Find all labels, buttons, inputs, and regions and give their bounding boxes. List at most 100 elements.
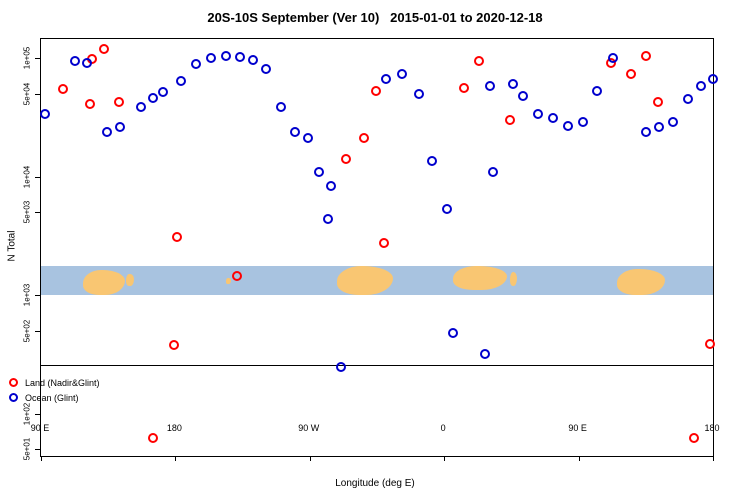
y-tick-label: 1e+02 (22, 402, 32, 425)
data-point (413, 88, 424, 99)
data-point (70, 56, 81, 67)
x-tick (578, 456, 580, 461)
data-point (303, 133, 314, 144)
x-tick-label: 180 (704, 423, 720, 433)
data-point (379, 238, 390, 249)
y-tick (35, 93, 40, 95)
y-tick-label: 1e+05 (22, 46, 32, 70)
data-point (168, 340, 179, 350)
data-point (682, 94, 693, 105)
data-point (276, 101, 287, 112)
y-axis-label: N Total (6, 230, 18, 262)
y-tick (35, 212, 40, 214)
y-tick-label: 5e+02 (22, 319, 32, 343)
land-mass (453, 266, 507, 291)
data-point (640, 51, 651, 62)
data-point (708, 73, 718, 84)
data-point (358, 133, 369, 144)
x-tick (175, 456, 177, 461)
data-point (322, 213, 333, 224)
data-point (261, 63, 272, 74)
data-point (58, 83, 69, 94)
data-point (479, 348, 490, 359)
land-mass (126, 274, 134, 287)
data-point (176, 76, 187, 87)
data-point (578, 116, 589, 127)
data-point (101, 126, 112, 137)
data-point (234, 52, 245, 63)
x-tick-label: 90 W (298, 423, 320, 433)
data-point (607, 53, 618, 64)
data-point (206, 53, 217, 64)
x-tick (713, 456, 714, 461)
y-tick-label: 5e+04 (22, 82, 32, 106)
data-point (427, 156, 438, 167)
data-point (325, 181, 336, 192)
y-tick (35, 330, 40, 332)
chart-title: 20S-10S September (Ver 10) 2015-01-01 to… (207, 10, 543, 25)
data-point (397, 69, 408, 80)
reference-line (41, 364, 713, 366)
data-point (98, 44, 109, 55)
data-point (85, 99, 96, 110)
data-point (448, 327, 459, 338)
data-point (158, 86, 169, 97)
x-tick (309, 456, 311, 461)
data-point (289, 126, 300, 137)
data-point (705, 338, 715, 349)
data-point (688, 432, 699, 443)
data-point (148, 432, 158, 443)
data-point (313, 166, 324, 177)
data-point (458, 82, 469, 93)
data-point (548, 113, 559, 124)
data-point (442, 204, 453, 215)
data-point (485, 81, 496, 92)
x-tick-label: 0 (440, 423, 446, 433)
legend-label-land: Land (Nadir&Glint) (25, 377, 100, 388)
data-point (191, 58, 202, 69)
y-tick (35, 176, 40, 178)
y-tick (35, 449, 40, 451)
data-point (340, 154, 351, 165)
x-axis-label: Longitude (deg E) (335, 478, 415, 489)
x-tick-label: 90 E (568, 423, 587, 433)
data-point (336, 361, 347, 372)
legend-item-land: Land (Nadir&Glint) (9, 375, 100, 390)
data-point (473, 56, 484, 67)
data-point (507, 79, 518, 90)
data-point (370, 85, 381, 96)
data-point (591, 85, 602, 96)
data-point (504, 115, 515, 126)
data-point (533, 108, 544, 119)
land-marker-icon (9, 378, 18, 387)
y-tick (35, 295, 40, 297)
data-point (380, 73, 391, 84)
data-point (563, 120, 574, 131)
data-point (136, 101, 147, 112)
legend-label-ocean: Ocean (Glint) (25, 392, 79, 403)
data-point (696, 81, 707, 92)
data-point (518, 90, 529, 101)
data-point (231, 271, 242, 282)
y-tick-label: 5e+03 (22, 201, 32, 224)
data-point (667, 116, 678, 127)
data-point (40, 108, 51, 119)
legend: Land (Nadir&Glint) Ocean (Glint) (9, 375, 100, 405)
x-tick (444, 456, 446, 461)
x-tick (41, 456, 42, 461)
legend-item-ocean: Ocean (Glint) (9, 390, 100, 405)
x-tick-label: 180 (166, 423, 182, 433)
data-point (221, 51, 232, 62)
plot-area: 1e+05 5e+04 1e+04 5e+03 1e+03 5e+02 1e+02 5e+01 (23, 38, 718, 461)
data-point (625, 69, 636, 80)
data-point (115, 122, 126, 133)
x-tick-label: 90 E (30, 423, 50, 433)
land-mass (509, 272, 518, 287)
data-point (488, 166, 499, 177)
y-tick-label: 1e+03 (22, 283, 32, 307)
data-point (113, 96, 124, 107)
land-mass (226, 278, 231, 285)
y-tick (35, 413, 40, 415)
land-mass (82, 270, 125, 296)
data-point (248, 54, 259, 65)
